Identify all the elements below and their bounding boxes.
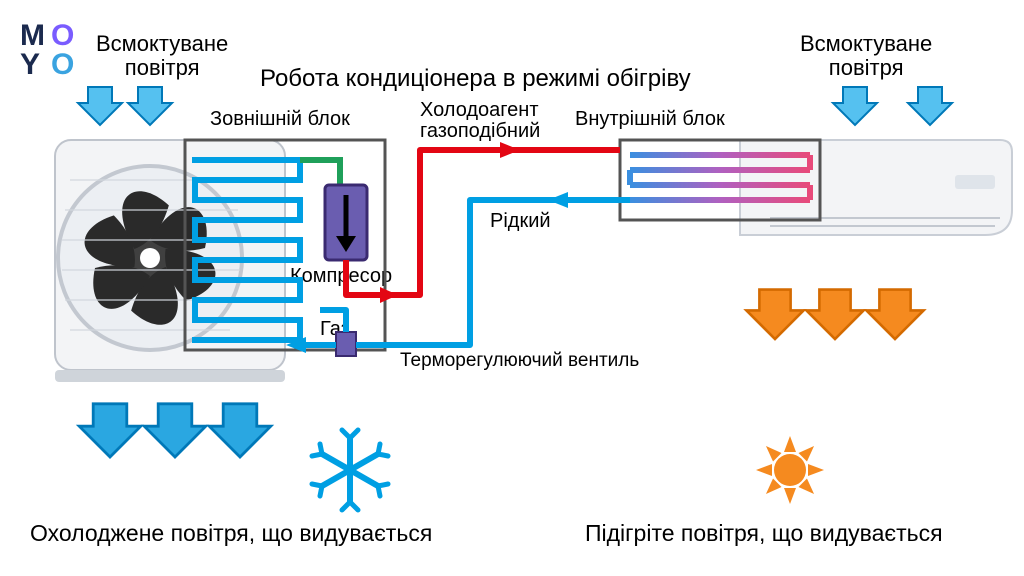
compressor	[325, 185, 367, 260]
intake-arrows-left	[78, 87, 172, 125]
warm-out-arrows	[746, 290, 923, 339]
snowflake-icon	[312, 430, 388, 510]
diagram-svg	[0, 0, 1024, 576]
hot-pipe	[346, 142, 620, 303]
cold-out-arrows	[79, 404, 271, 457]
expansion-valve	[336, 332, 356, 356]
intake-arrows-right	[833, 87, 952, 125]
sun-icon	[756, 436, 824, 504]
